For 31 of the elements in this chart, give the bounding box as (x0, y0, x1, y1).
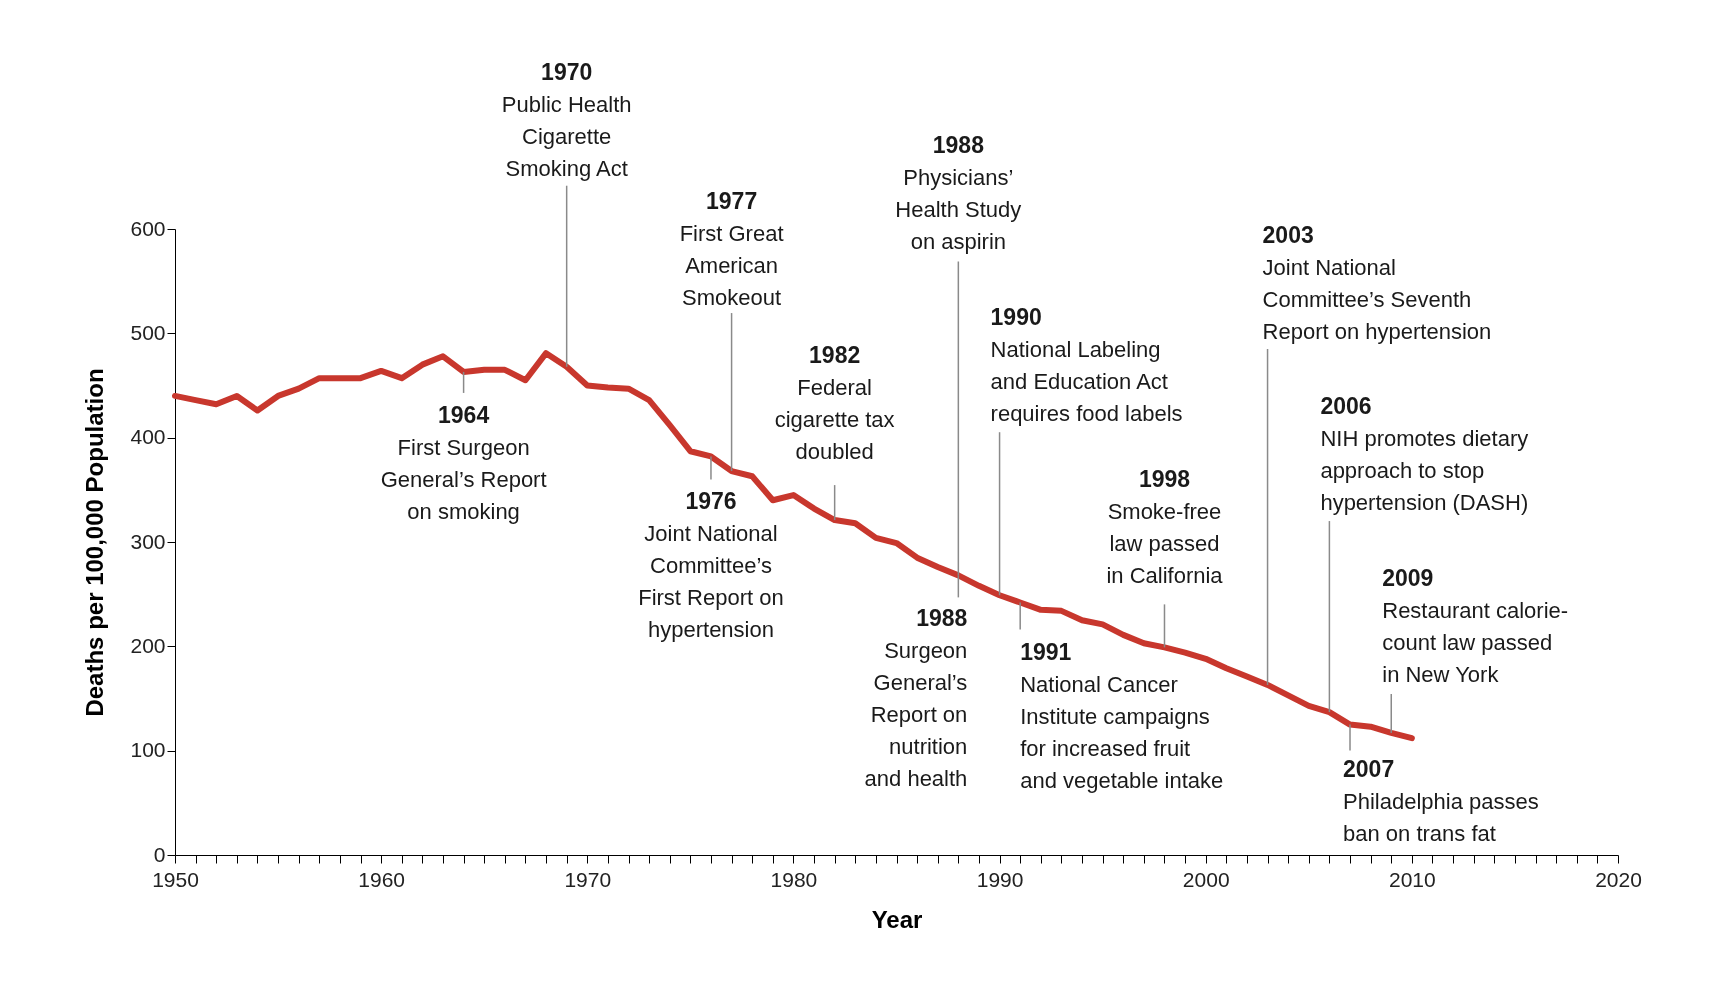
x-tick-label: 1980 (770, 867, 818, 891)
x-tick-label: 2020 (1595, 867, 1642, 891)
annotation: 2009 Restaurant calorie- count law passed in New York (1382, 564, 1569, 687)
annotation: 1970 Public Health Cigarette Smoking Act (501, 58, 632, 181)
x-tick-label: 1960 (358, 867, 405, 891)
x-tick-label: 1990 (976, 867, 1024, 891)
y-tick-label: 400 (130, 425, 166, 449)
annotation: 1976 Joint National Committee’s First Report on hypertension (638, 488, 784, 643)
y-tick-label: 600 (130, 216, 166, 240)
y-tick-label: 300 (130, 529, 166, 553)
annotation: 1964 First Surgeon General’s Report on smoking (380, 401, 547, 524)
y-tick-label: 100 (130, 738, 166, 762)
annotation: 2007 Philadelphia passes ban on trans fat (1343, 755, 1539, 846)
annotation: 1977 First Great American Smokeout (679, 188, 784, 311)
x-tick-label: 1970 (564, 867, 612, 891)
annotation: 2003 Joint National Committee’s Seventh Report on hypertension (1262, 221, 1492, 344)
y-tick-label: 0 (153, 842, 166, 866)
x-tick-label: 2000 (1182, 867, 1230, 891)
annotation: 1990 National Labeling and Education Act requires food labels (990, 304, 1183, 427)
x-axis-title: Year (871, 905, 923, 933)
y-axis-title: Deaths per 100,000 Population (81, 368, 109, 717)
y-tick-label: 200 (130, 633, 166, 657)
annotation: 1991 National Cancer Institute campaigns for increased fruit and vegetable intake (1020, 638, 1224, 793)
annotation: 1982 Federal cigarette tax doubled (774, 342, 895, 465)
y-tick-label: 500 (130, 320, 166, 344)
annotation: 1988 Physicians’ Health Study on aspirin (895, 132, 1022, 255)
annotation: 2006 NIH promotes dietary approach to stop hypertension (DASH) (1320, 393, 1529, 516)
annotation: 1988 Surgeon General’s Report on nutrition and health (864, 605, 968, 792)
x-tick-label: 2010 (1389, 867, 1436, 891)
annotation: 1998 Smoke-free law passed in California (1106, 466, 1224, 589)
x-tick-label: 1950 (152, 867, 199, 891)
